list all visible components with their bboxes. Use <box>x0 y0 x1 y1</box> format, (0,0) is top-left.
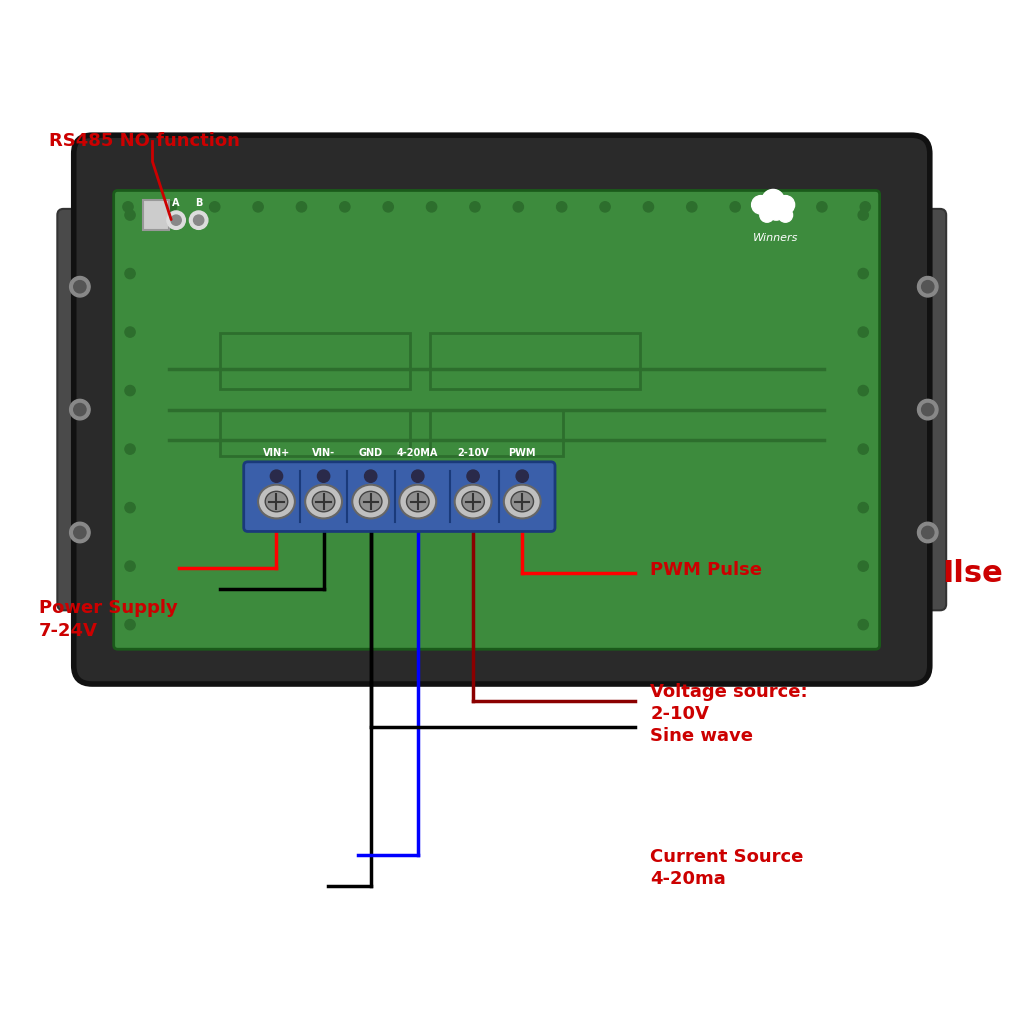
Circle shape <box>317 470 330 482</box>
Circle shape <box>125 327 135 337</box>
Circle shape <box>340 202 350 212</box>
Ellipse shape <box>462 492 484 512</box>
FancyBboxPatch shape <box>901 209 946 610</box>
Circle shape <box>730 202 740 212</box>
Text: Ilse: Ilse <box>942 559 1002 588</box>
Ellipse shape <box>511 492 534 512</box>
Text: VIN+: VIN+ <box>263 447 290 458</box>
Circle shape <box>516 470 528 482</box>
Circle shape <box>858 503 868 513</box>
Circle shape <box>74 281 86 293</box>
Circle shape <box>383 202 393 212</box>
Circle shape <box>210 202 220 212</box>
Ellipse shape <box>305 484 342 518</box>
Circle shape <box>365 470 377 482</box>
Circle shape <box>470 202 480 212</box>
Circle shape <box>189 211 208 229</box>
Circle shape <box>918 399 938 420</box>
Circle shape <box>778 208 793 222</box>
Circle shape <box>125 620 135 630</box>
Circle shape <box>194 215 204 225</box>
FancyBboxPatch shape <box>244 462 555 531</box>
Circle shape <box>125 385 135 395</box>
Text: PWM Pulse: PWM Pulse <box>650 561 762 580</box>
Circle shape <box>426 202 436 212</box>
Circle shape <box>922 526 934 539</box>
Bar <box>143 200 169 230</box>
Circle shape <box>817 202 827 212</box>
Circle shape <box>166 202 176 212</box>
Text: Voltage source:
2-10V
Sine wave: Voltage source: 2-10V Sine wave <box>650 683 808 744</box>
Circle shape <box>74 403 86 416</box>
Text: B: B <box>195 198 203 208</box>
Circle shape <box>171 215 181 225</box>
Circle shape <box>858 385 868 395</box>
Circle shape <box>858 620 868 630</box>
Circle shape <box>858 327 868 337</box>
Ellipse shape <box>455 484 492 518</box>
Circle shape <box>296 202 306 212</box>
Circle shape <box>768 204 784 220</box>
Circle shape <box>513 202 523 212</box>
Circle shape <box>922 281 934 293</box>
Circle shape <box>253 202 263 212</box>
Ellipse shape <box>352 484 389 518</box>
Circle shape <box>125 503 135 513</box>
Circle shape <box>412 470 424 482</box>
Circle shape <box>125 444 135 455</box>
Ellipse shape <box>399 484 436 518</box>
Circle shape <box>123 202 133 212</box>
Circle shape <box>858 444 868 455</box>
Circle shape <box>557 202 567 212</box>
Circle shape <box>860 202 870 212</box>
Circle shape <box>752 196 770 214</box>
Circle shape <box>167 211 185 229</box>
Text: Winners: Winners <box>753 233 798 244</box>
Text: VIN-: VIN- <box>312 447 335 458</box>
FancyBboxPatch shape <box>114 190 880 649</box>
Bar <box>430 410 563 456</box>
Text: Current Source
4-20ma: Current Source 4-20ma <box>650 848 804 889</box>
Circle shape <box>687 202 697 212</box>
Circle shape <box>600 202 610 212</box>
Bar <box>220 333 410 389</box>
Text: PWM: PWM <box>509 447 536 458</box>
Ellipse shape <box>312 492 335 512</box>
Circle shape <box>70 399 90 420</box>
Text: Power Supply
7-24V: Power Supply 7-24V <box>39 599 177 640</box>
Circle shape <box>773 202 783 212</box>
Circle shape <box>467 470 479 482</box>
Circle shape <box>922 403 934 416</box>
Circle shape <box>918 522 938 543</box>
Circle shape <box>760 208 774 222</box>
Circle shape <box>918 276 938 297</box>
Ellipse shape <box>407 492 429 512</box>
Text: 2-10V: 2-10V <box>457 447 489 458</box>
Text: 4-20MA: 4-20MA <box>397 447 438 458</box>
Circle shape <box>858 268 868 279</box>
Text: GND: GND <box>358 447 383 458</box>
Circle shape <box>125 561 135 571</box>
Circle shape <box>70 276 90 297</box>
FancyBboxPatch shape <box>74 135 930 684</box>
Circle shape <box>643 202 653 212</box>
Ellipse shape <box>504 484 541 518</box>
Circle shape <box>125 210 135 220</box>
Text: A: A <box>172 198 180 208</box>
Ellipse shape <box>258 484 295 518</box>
Circle shape <box>858 210 868 220</box>
Circle shape <box>125 268 135 279</box>
Text: RS485 NO function: RS485 NO function <box>49 132 240 151</box>
Bar <box>430 333 640 389</box>
Ellipse shape <box>359 492 382 512</box>
Circle shape <box>270 470 283 482</box>
Circle shape <box>74 526 86 539</box>
Circle shape <box>70 522 90 543</box>
Circle shape <box>776 196 795 214</box>
Circle shape <box>762 189 784 212</box>
Bar <box>220 410 410 456</box>
FancyBboxPatch shape <box>57 209 102 610</box>
Circle shape <box>858 561 868 571</box>
Ellipse shape <box>265 492 288 512</box>
